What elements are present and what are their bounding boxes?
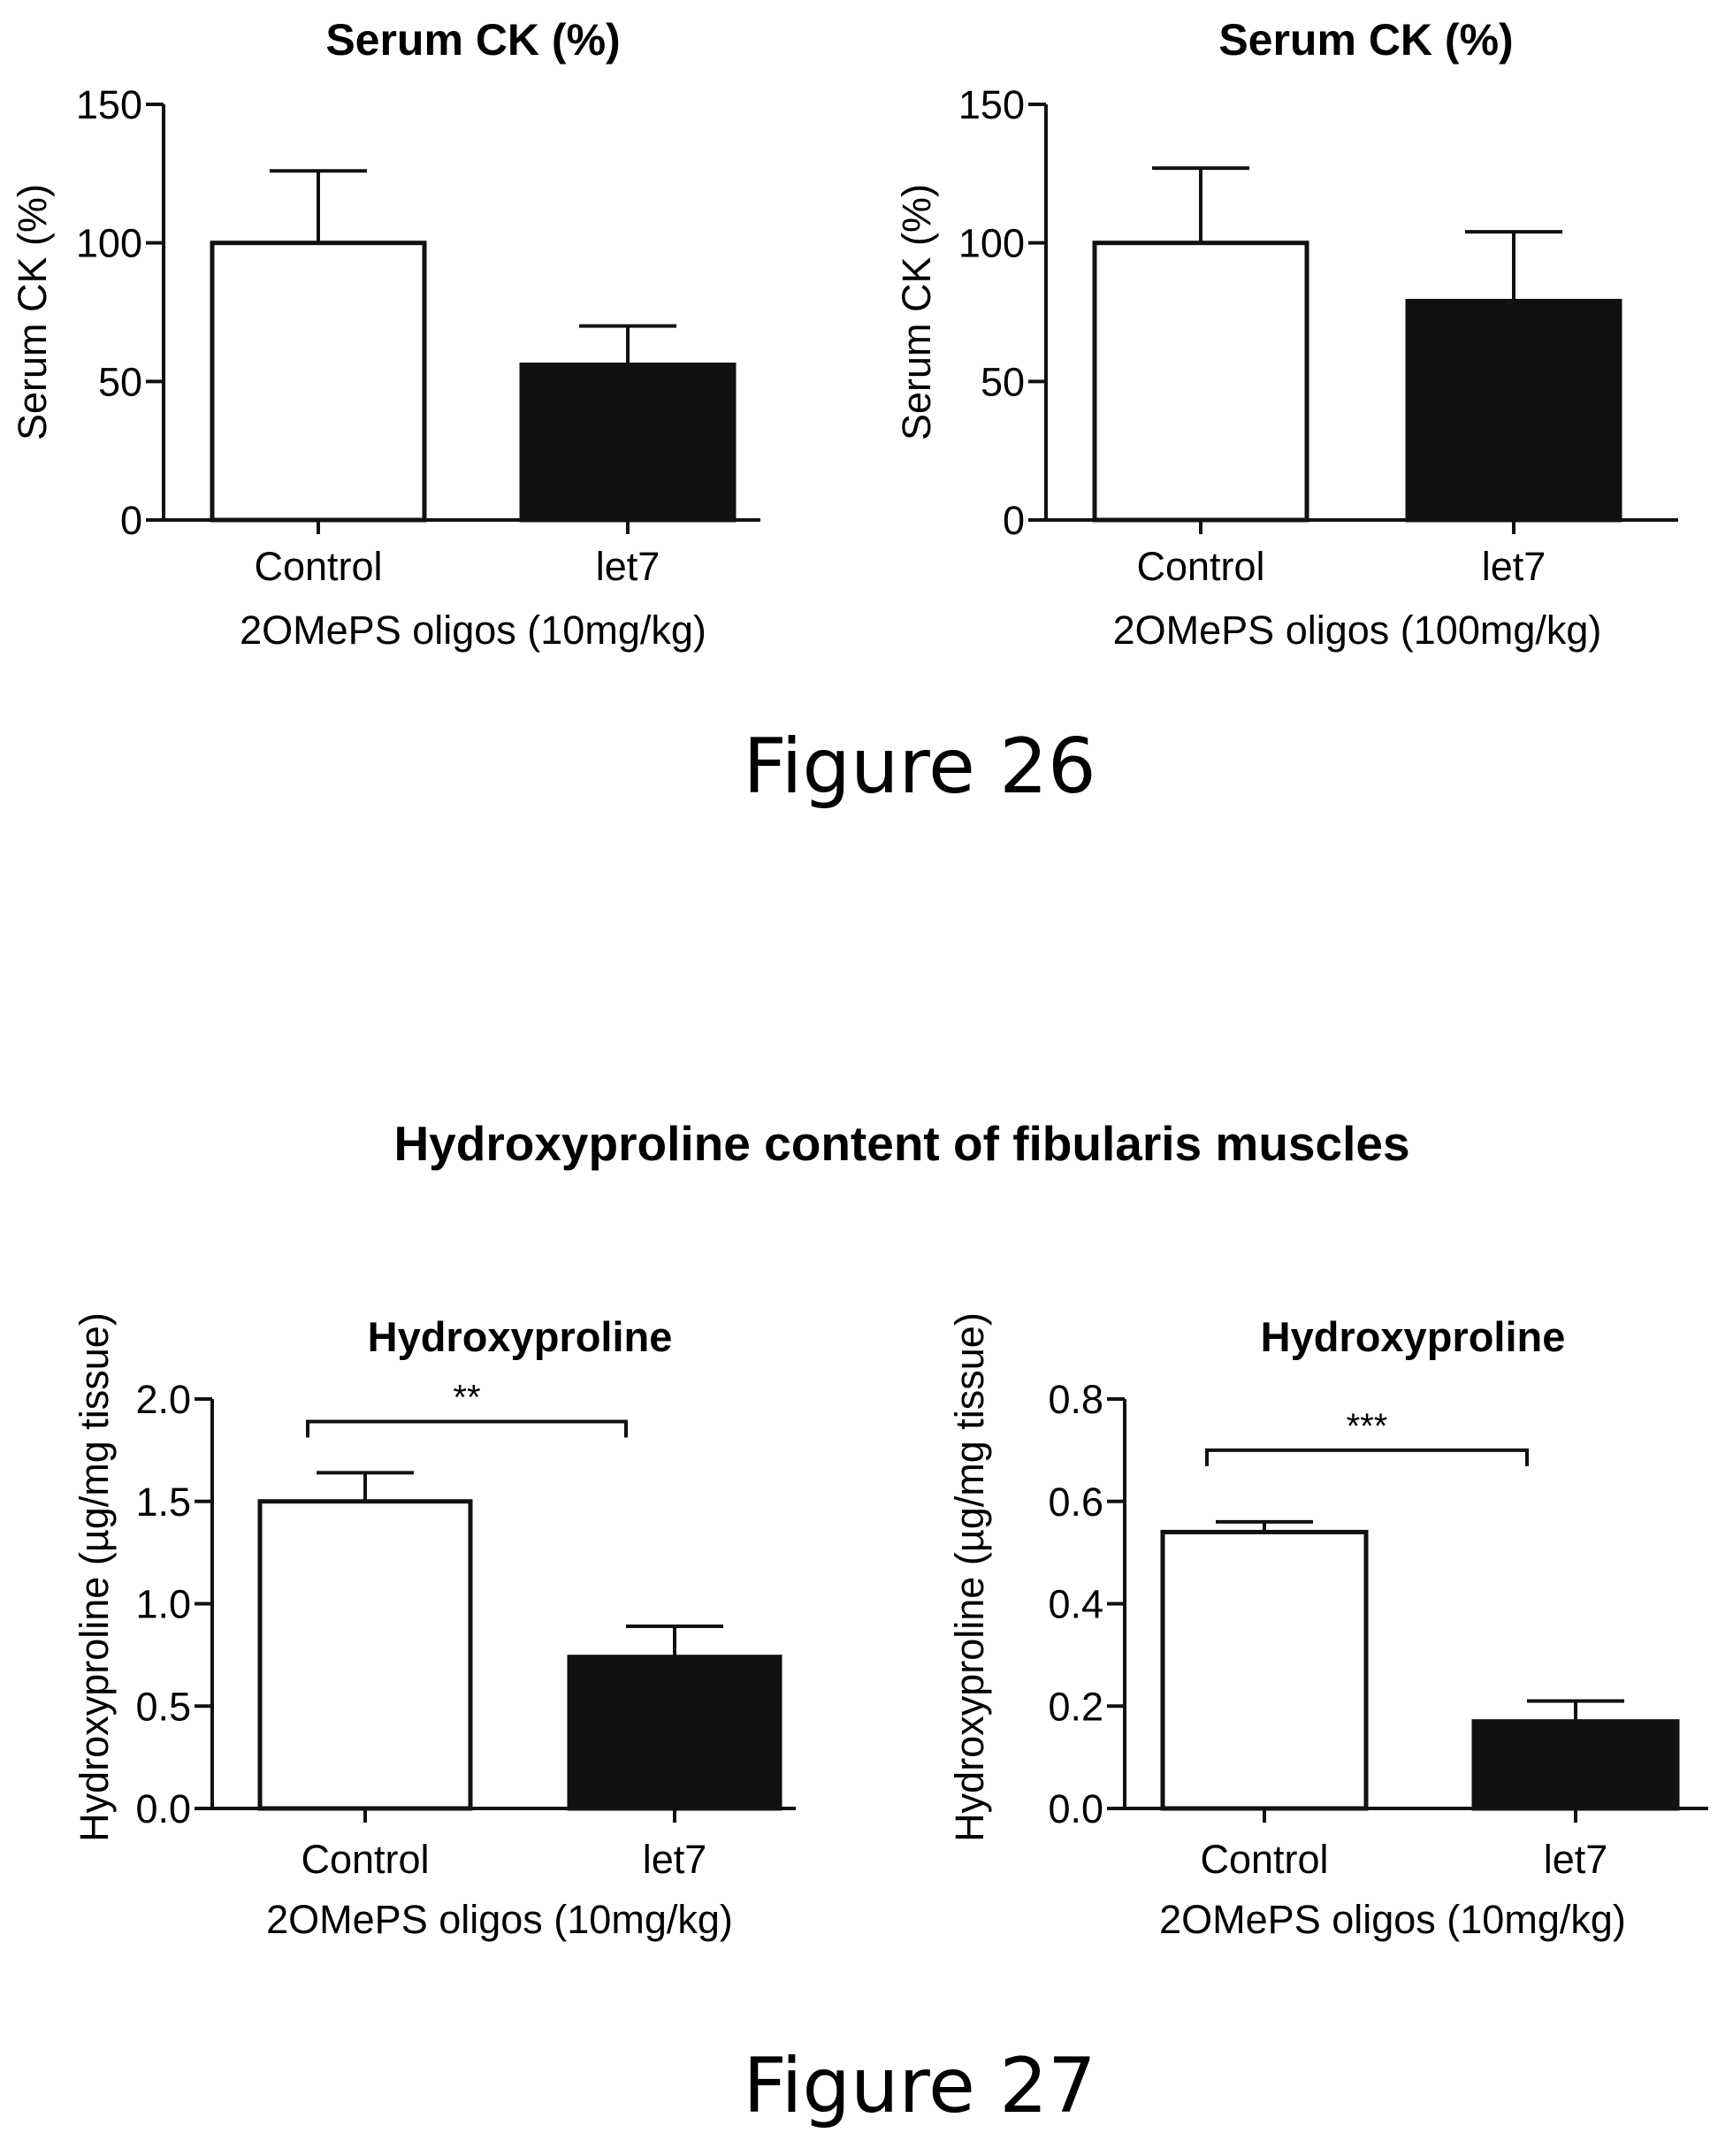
- y-axis-label: Serum CK (%): [894, 184, 939, 440]
- y-tick-label: 1.5: [135, 1479, 191, 1525]
- serum-ck-chart-10mg: Serum CK (%) 0 50 100 150 Control let7 2OMePS o…: [10, 15, 760, 653]
- bar-control: [210, 241, 427, 523]
- figure-26-caption: Figure 26: [743, 722, 1096, 811]
- y-tick-label: 1.0: [135, 1582, 191, 1627]
- figure-27-caption: Figure 27: [743, 2042, 1096, 2130]
- x-axis-label: 2OMePS oligos (10mg/kg): [240, 608, 706, 653]
- significance-bracket: [306, 1419, 628, 1438]
- hydroxyproline-chart-1: Hydroxyproline 0.0 0.5 1.0 1.5 2.0 Control let7…: [72, 1312, 796, 1942]
- y-tick-label: 0.2: [1048, 1684, 1103, 1729]
- y-axis-label: Hydroxyproline (µg/mg tissue): [947, 1312, 992, 1842]
- y-tick-label: 0.4: [1048, 1582, 1103, 1627]
- y-tick-label: 2.0: [135, 1377, 191, 1422]
- hydroxyproline-chart-2: Hydroxyproline 0.0 0.2 0.4 0.6 0.8 Control let7…: [947, 1312, 1708, 1942]
- significance-bracket: [1205, 1448, 1529, 1466]
- y-tick-label: 50: [981, 359, 1025, 404]
- x-category-label: Control: [254, 544, 382, 589]
- x-category-label: let7: [643, 1837, 707, 1882]
- y-tick-label: 0: [120, 498, 142, 543]
- y-tick-label: 100: [76, 221, 142, 266]
- bar-control: [257, 1499, 473, 1811]
- x-axis-label: 2OMePS oligos (10mg/kg): [266, 1897, 733, 1942]
- y-tick-label: 0.0: [135, 1786, 191, 1831]
- significance-label: ***: [1347, 1407, 1388, 1446]
- bar-control: [1160, 1529, 1369, 1811]
- x-category-label: let7: [1482, 544, 1546, 589]
- chart-title: Serum CK (%): [1218, 15, 1513, 65]
- bar-let7: [567, 1655, 783, 1811]
- x-category-label: let7: [596, 544, 660, 589]
- y-axis-label: Serum CK (%): [10, 184, 55, 440]
- y-tick-label: 0: [1003, 498, 1025, 543]
- y-tick-label: 0.6: [1048, 1479, 1103, 1525]
- bar-let7: [1471, 1719, 1680, 1811]
- bar-let7: [519, 363, 737, 523]
- figure-27-heading: Hydroxyproline content of fibularis musc…: [393, 1116, 1409, 1171]
- x-category-label: Control: [1136, 544, 1264, 589]
- y-axis-label: Hydroxyproline (µg/mg tissue): [72, 1312, 117, 1842]
- serum-ck-chart-100mg: Serum CK (%) 0 50 100 150 Control let7 2OMePS o…: [894, 15, 1678, 653]
- chart-title: Serum CK (%): [325, 15, 620, 65]
- x-category-label: let7: [1544, 1837, 1608, 1882]
- bar-let7: [1405, 298, 1622, 523]
- y-tick-label: 0.8: [1048, 1377, 1103, 1422]
- y-tick-label: 150: [958, 82, 1025, 127]
- y-tick-label: 0.5: [135, 1684, 191, 1729]
- chart-title: Hydroxyproline: [1261, 1313, 1566, 1360]
- y-tick-label: 0.0: [1048, 1786, 1103, 1831]
- x-axis-label: 2OMePS oligos (100mg/kg): [1113, 608, 1602, 653]
- y-tick-label: 50: [98, 359, 142, 404]
- bar-control: [1092, 241, 1309, 523]
- chart-title: Hydroxyproline: [368, 1313, 673, 1360]
- x-axis-label: 2OMePS oligos (10mg/kg): [1159, 1897, 1626, 1942]
- x-category-label: Control: [301, 1837, 429, 1882]
- x-category-label: Control: [1200, 1837, 1328, 1882]
- y-tick-label: 150: [76, 82, 142, 127]
- significance-label: **: [453, 1378, 480, 1417]
- y-tick-label: 100: [958, 221, 1025, 266]
